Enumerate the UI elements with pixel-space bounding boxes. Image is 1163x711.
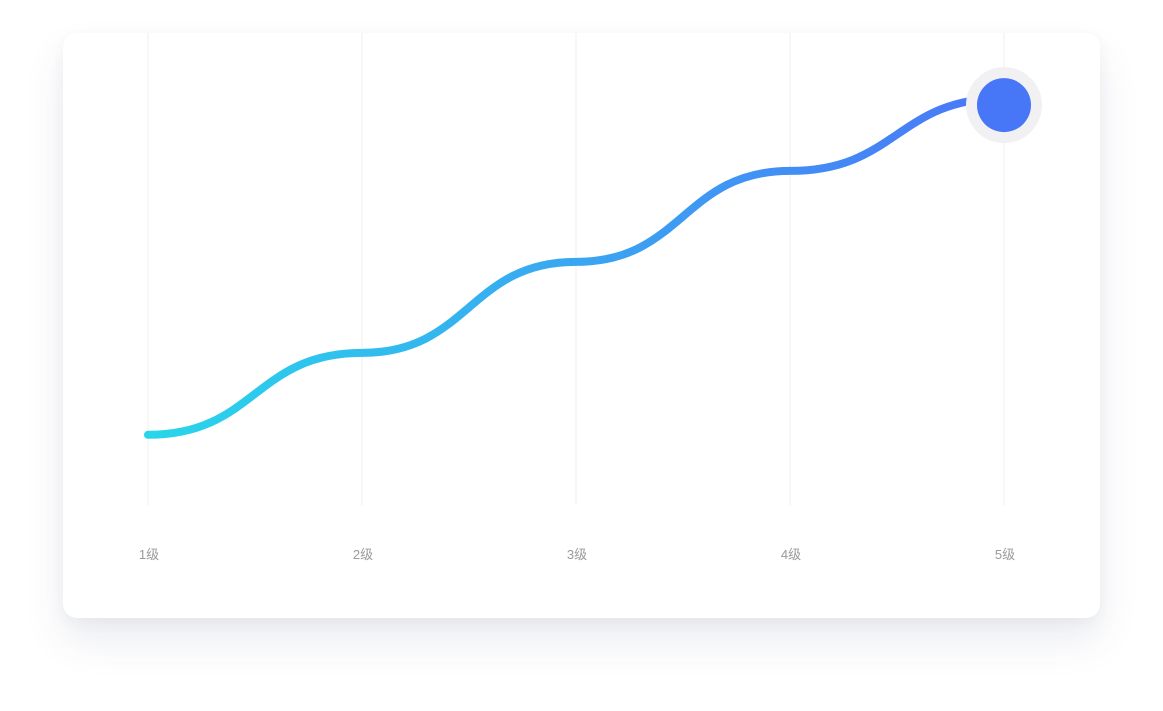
x-tick-label-5: 5级 bbox=[995, 547, 1015, 562]
chart-card bbox=[63, 33, 1100, 618]
x-tick-label-4: 4级 bbox=[781, 547, 801, 562]
end-marker-group bbox=[966, 67, 1042, 144]
end-dot-marker bbox=[977, 78, 1031, 133]
x-tick-label-1: 1级 bbox=[139, 547, 159, 562]
series-line-group bbox=[144, 94, 1008, 439]
x-tick-label-2: 2级 bbox=[353, 547, 373, 562]
grid-lines bbox=[147, 33, 1005, 505]
x-tick-label-3: 3级 bbox=[567, 547, 587, 562]
series-line bbox=[144, 94, 1008, 439]
x-axis-labels: 1级 2级 3级 4级 5级 bbox=[139, 547, 1015, 562]
